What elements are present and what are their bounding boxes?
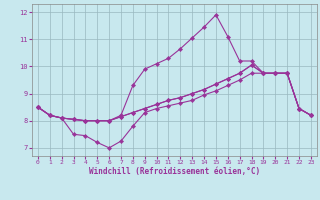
X-axis label: Windchill (Refroidissement éolien,°C): Windchill (Refroidissement éolien,°C)	[89, 167, 260, 176]
